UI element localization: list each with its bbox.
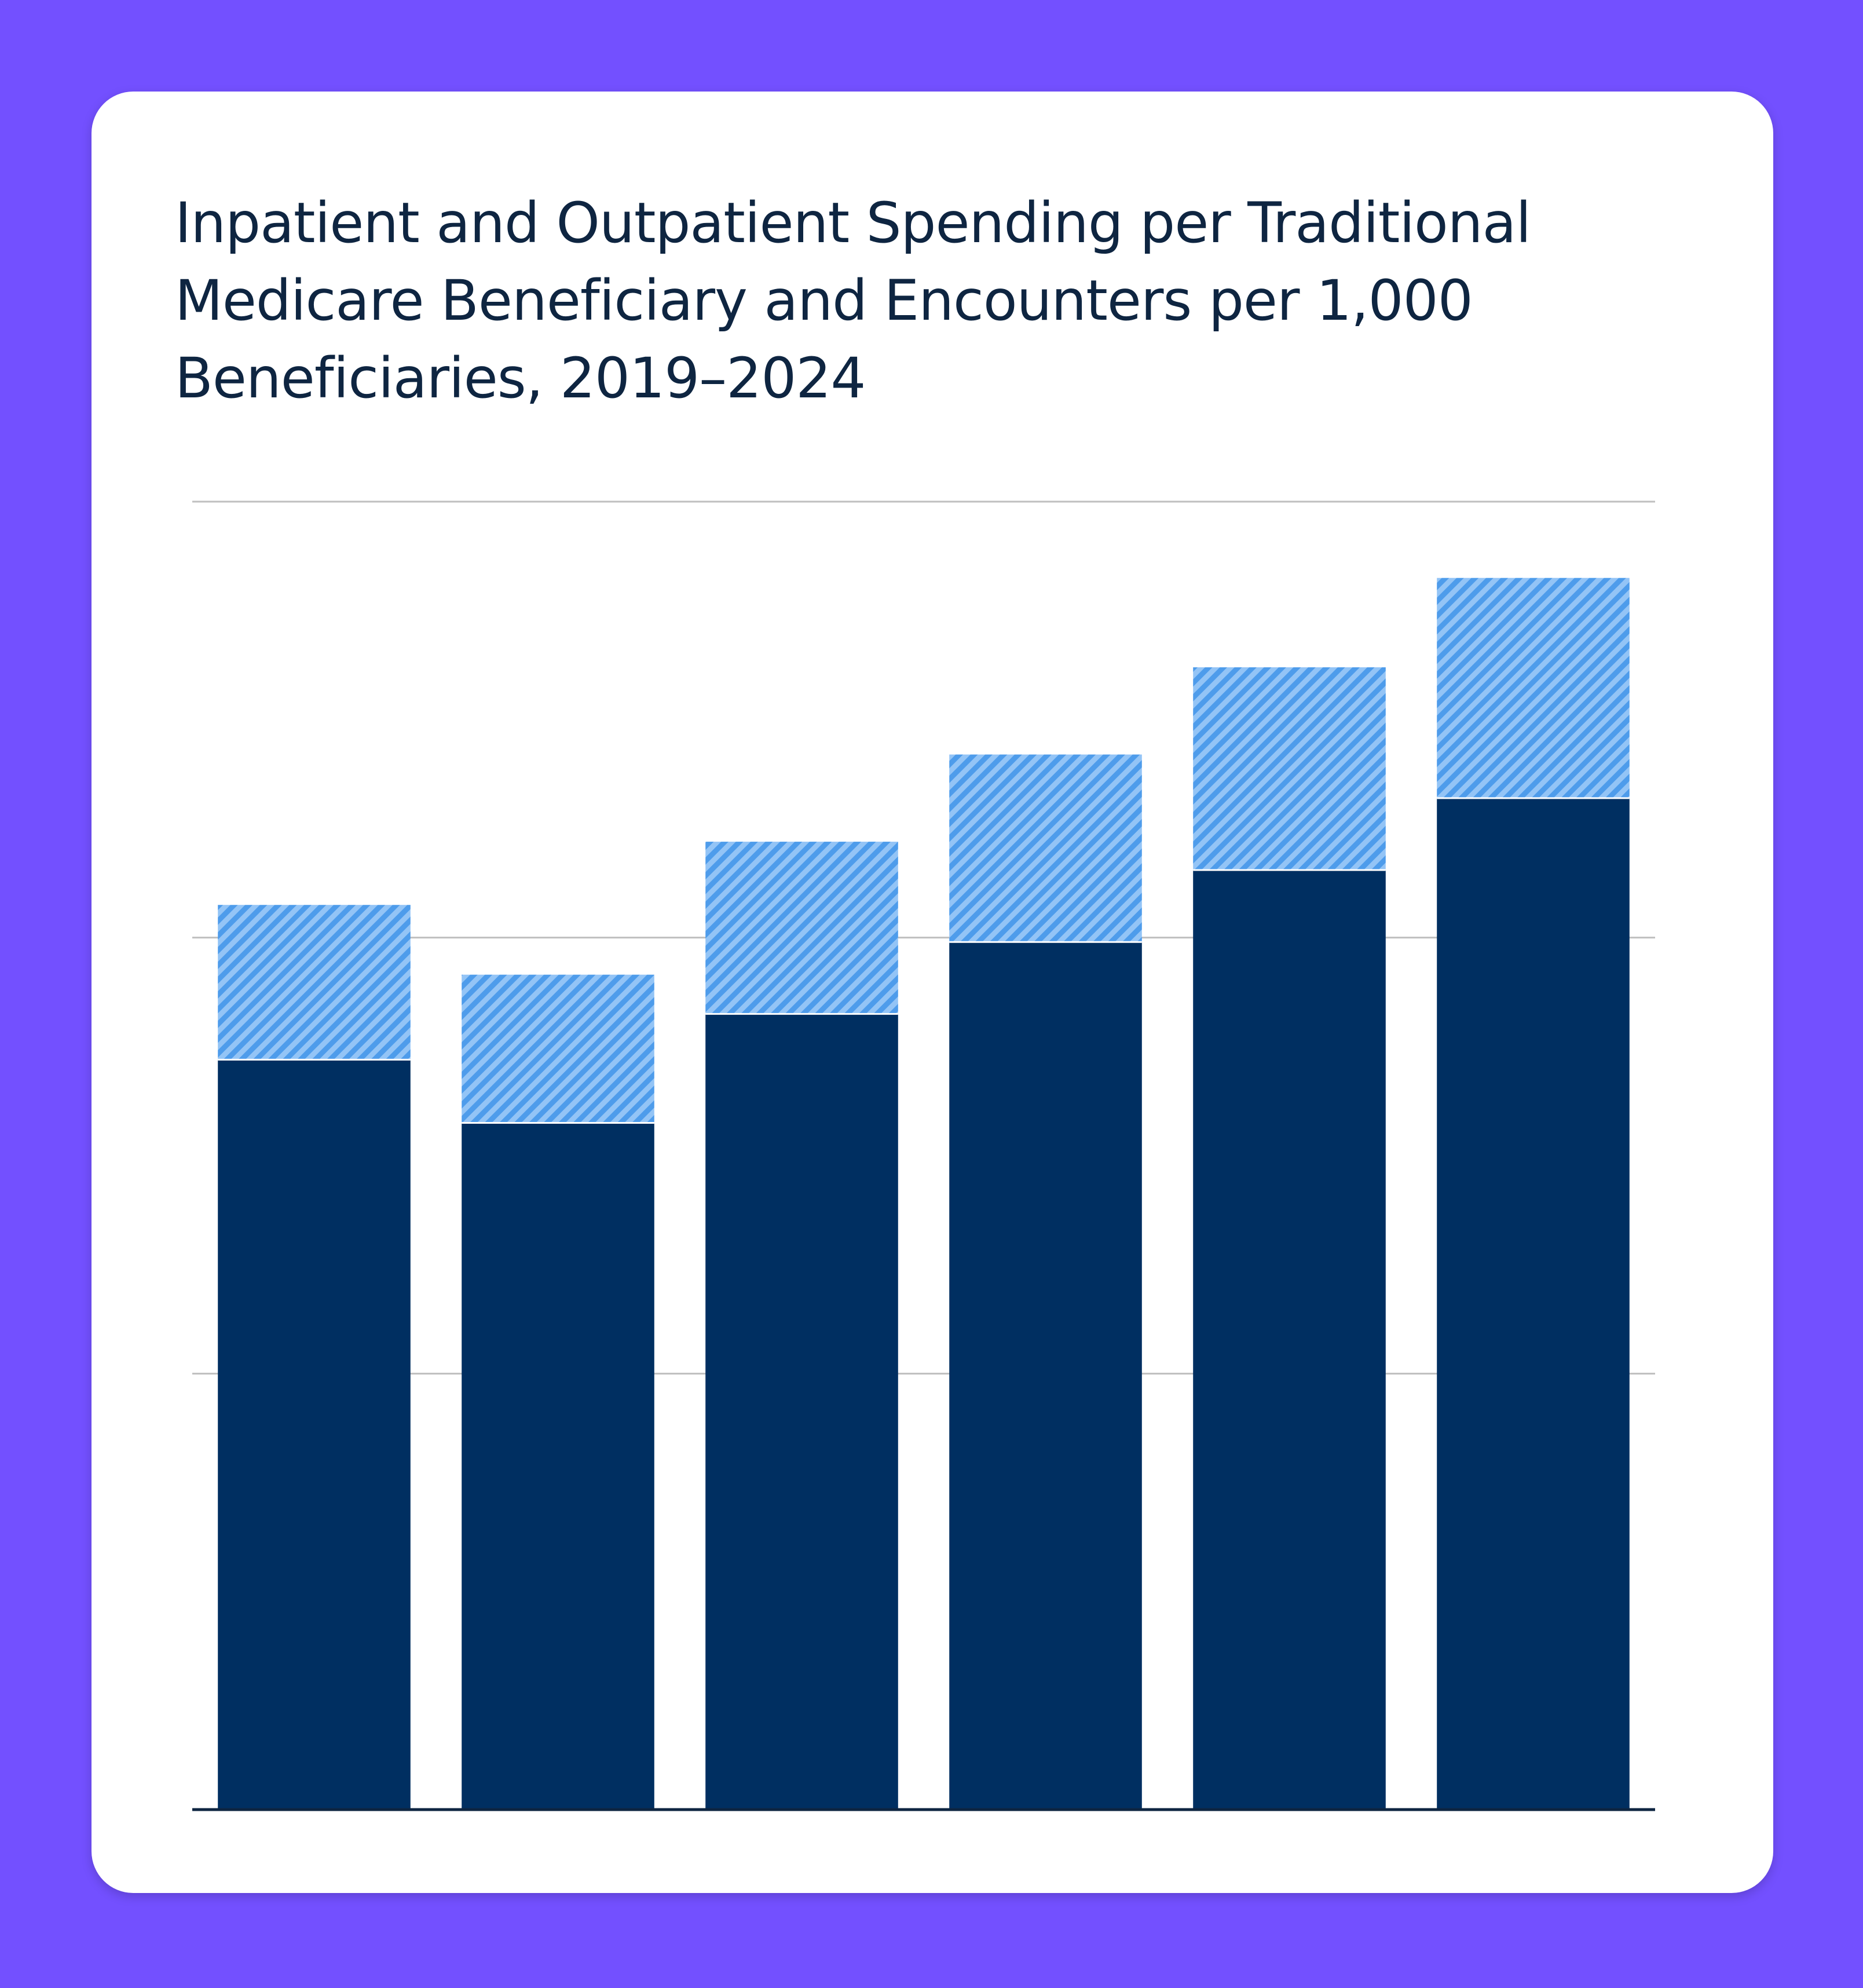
bar-1-series-1: [462, 974, 654, 1123]
chart-title: Inpatient and Outpatient Spending per Tr…: [175, 191, 1531, 411]
gridlines: [192, 500, 1655, 1375]
bar-4-series-1: [1193, 667, 1386, 871]
bar-1-series-0: [462, 1123, 654, 1810]
bar-0-series-1: [218, 905, 411, 1060]
bar-5-series-0: [1437, 798, 1630, 1810]
bar-4-series-0: [1193, 870, 1386, 1810]
bar-5-series-1: [1437, 578, 1630, 798]
bars: [218, 578, 1630, 1810]
bar-2-series-0: [705, 1014, 898, 1810]
bar-3-series-0: [949, 942, 1142, 1810]
bar-3-series-1: [949, 754, 1142, 942]
bar-2-series-1: [705, 842, 898, 1014]
bar-0-series-0: [218, 1059, 411, 1810]
